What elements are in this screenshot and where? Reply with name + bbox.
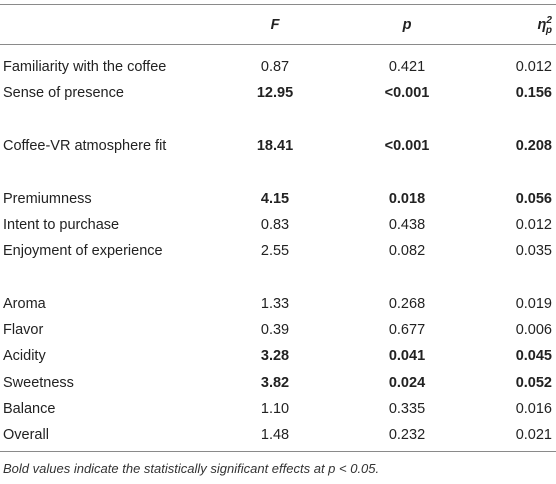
eta-sup: 2	[546, 15, 552, 27]
f-value: 2.55	[260, 243, 290, 260]
f-value: 4.15	[260, 190, 290, 207]
row-label: Sweetness	[3, 374, 74, 391]
f-value: 3.82	[260, 374, 290, 391]
f-value: 0.87	[260, 59, 290, 75]
eta-value: 0.056	[515, 190, 552, 207]
p-value: 0.335	[388, 400, 426, 417]
header-eta: η2p	[537, 15, 552, 36]
eta-value: 0.019	[515, 295, 552, 312]
f-value: 18.41	[256, 137, 294, 154]
row-label: Overall	[3, 427, 49, 444]
p-value: 0.082	[388, 243, 426, 260]
bottom-rule	[0, 451, 556, 452]
eta-value: 0.021	[515, 427, 552, 444]
eta-value: 0.052	[515, 374, 552, 391]
row-label: Flavor	[3, 322, 44, 338]
p-value: <0.001	[384, 85, 430, 102]
row-label: Premiumness	[3, 190, 92, 207]
row-label: Intent to purchase	[3, 216, 120, 233]
row-label: Balance	[3, 400, 56, 417]
header-f: F	[270, 17, 280, 33]
f-value: 1.48	[260, 427, 290, 444]
eta-value: 0.006	[515, 322, 552, 338]
f-value: 0.83	[260, 216, 290, 233]
f-value: 0.39	[260, 322, 290, 338]
f-value: 1.10	[260, 400, 290, 417]
f-value: 3.28	[260, 348, 290, 365]
p-value: <0.001	[384, 137, 430, 154]
header-rule	[0, 44, 556, 45]
p-value: 0.041	[388, 348, 426, 365]
row-label: Acidity	[3, 348, 46, 365]
header-p: p	[402, 17, 412, 33]
eta-sub: p	[545, 24, 552, 36]
row-label: Sense of presence	[3, 85, 124, 102]
eta-value: 0.012	[515, 59, 552, 75]
p-value: 0.677	[388, 322, 426, 338]
row-label: Coffee-VR atmosphere fit	[3, 137, 167, 154]
p-value: 0.018	[388, 190, 426, 207]
f-value: 1.33	[260, 295, 290, 312]
p-value: 0.421	[388, 59, 426, 75]
eta-symbol: η	[537, 17, 547, 33]
f-value: 12.95	[256, 85, 294, 102]
eta-value: 0.208	[515, 137, 552, 154]
p-value: 0.268	[388, 295, 426, 312]
p-value: 0.232	[388, 427, 426, 444]
row-label: Enjoyment of experience	[3, 243, 163, 260]
top-rule	[0, 4, 556, 5]
row-label: Aroma	[3, 295, 46, 312]
eta-value: 0.156	[515, 85, 552, 102]
eta-value: 0.012	[515, 216, 552, 233]
eta-value: 0.035	[515, 243, 552, 260]
p-value: 0.024	[388, 374, 426, 391]
row-label: Familiarity with the coffee	[3, 59, 167, 75]
p-value: 0.438	[388, 216, 426, 233]
eta-value: 0.045	[515, 348, 552, 365]
footnote: Bold values indicate the statistically s…	[3, 461, 380, 476]
eta-value: 0.016	[515, 400, 552, 417]
